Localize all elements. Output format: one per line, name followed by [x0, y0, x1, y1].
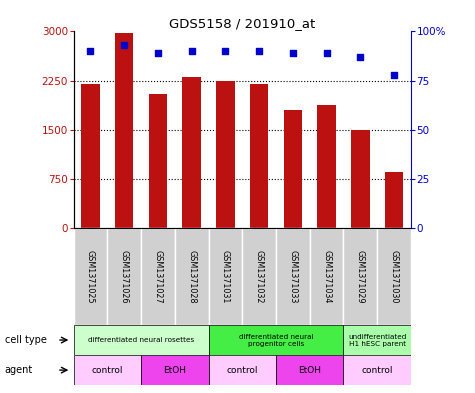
- Point: [256, 48, 263, 54]
- Text: control: control: [361, 365, 393, 375]
- Text: agent: agent: [5, 365, 33, 375]
- Point: [154, 50, 162, 56]
- Bar: [310, 228, 343, 325]
- Bar: [250, 84, 268, 228]
- Text: cell type: cell type: [5, 335, 47, 345]
- Bar: [74, 325, 209, 355]
- Bar: [216, 81, 235, 228]
- Bar: [276, 228, 310, 325]
- Text: GSM1371026: GSM1371026: [120, 250, 129, 303]
- Bar: [276, 355, 343, 385]
- Bar: [81, 84, 100, 228]
- Bar: [343, 355, 411, 385]
- Point: [289, 50, 296, 56]
- Bar: [351, 130, 370, 228]
- Bar: [141, 355, 209, 385]
- Bar: [209, 228, 242, 325]
- Point: [121, 42, 128, 48]
- Text: GSM1371034: GSM1371034: [322, 250, 331, 303]
- Bar: [141, 228, 175, 325]
- Bar: [317, 105, 336, 228]
- Bar: [284, 110, 302, 228]
- Bar: [107, 228, 141, 325]
- Text: GSM1371030: GSM1371030: [390, 250, 399, 303]
- Bar: [149, 94, 167, 228]
- Bar: [343, 228, 377, 325]
- Point: [188, 48, 196, 54]
- Text: differentiated neural
progenitor cells: differentiated neural progenitor cells: [239, 334, 313, 347]
- Bar: [242, 228, 276, 325]
- Point: [221, 48, 229, 54]
- Title: GDS5158 / 201910_at: GDS5158 / 201910_at: [169, 17, 315, 30]
- Bar: [74, 228, 107, 325]
- Point: [323, 50, 331, 56]
- Text: GSM1371029: GSM1371029: [356, 250, 365, 303]
- Text: undifferentiated
H1 hESC parent: undifferentiated H1 hESC parent: [348, 334, 406, 347]
- Text: control: control: [92, 365, 123, 375]
- Text: GSM1371031: GSM1371031: [221, 250, 230, 303]
- Bar: [175, 228, 209, 325]
- Bar: [74, 355, 141, 385]
- Text: GSM1371033: GSM1371033: [288, 250, 297, 303]
- Point: [390, 72, 398, 78]
- Text: EtOH: EtOH: [163, 365, 186, 375]
- Bar: [377, 228, 411, 325]
- Bar: [182, 77, 201, 228]
- Bar: [343, 325, 411, 355]
- Point: [86, 48, 94, 54]
- Bar: [385, 172, 403, 228]
- Point: [356, 54, 364, 60]
- Bar: [209, 355, 276, 385]
- Text: differentiated neural rosettes: differentiated neural rosettes: [88, 337, 194, 343]
- Bar: [115, 33, 133, 228]
- Text: GSM1371028: GSM1371028: [187, 250, 196, 303]
- Text: EtOH: EtOH: [298, 365, 321, 375]
- Text: control: control: [227, 365, 258, 375]
- Text: GSM1371027: GSM1371027: [153, 250, 162, 303]
- Bar: [209, 325, 343, 355]
- Text: GSM1371025: GSM1371025: [86, 250, 95, 303]
- Text: GSM1371032: GSM1371032: [255, 250, 264, 303]
